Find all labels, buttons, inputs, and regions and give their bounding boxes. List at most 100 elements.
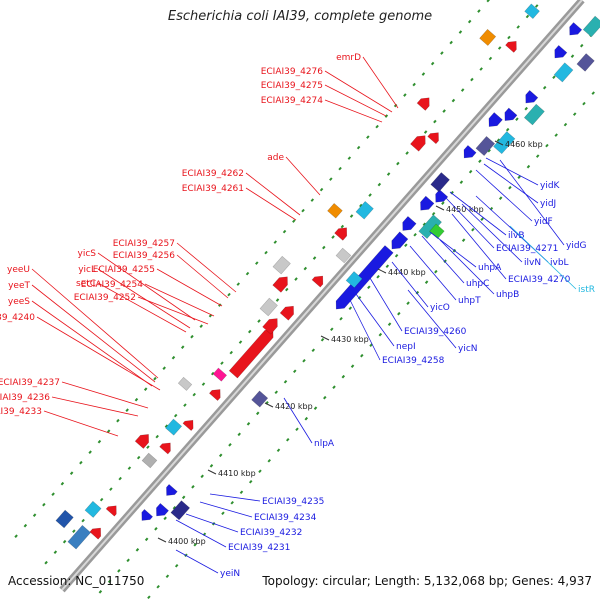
track-dot-forward-outer [116, 418, 120, 423]
gene-box [141, 452, 158, 469]
map-title: Escherichia coli IAI39, complete genome [167, 9, 433, 24]
reverse-gene-label: yidF [534, 217, 553, 227]
track-dot-forward-inner [118, 476, 122, 481]
track-dot-reverse-inner [154, 527, 158, 531]
reverse-gene-label: ECIAI39_4235 [262, 497, 324, 507]
track-dot-forward-outer [412, 82, 416, 87]
reverse-label-leader [449, 191, 507, 236]
forward-label-leader [285, 156, 321, 196]
gene-arrow [504, 107, 518, 121]
track-dot-forward-inner [285, 287, 289, 292]
gene-box [430, 172, 450, 193]
forward-gene-label: ECIAI39_4236 [0, 393, 50, 403]
track-dot-forward-inner [534, 4, 539, 8]
reverse-gene-label: ECIAI39_4234 [254, 513, 317, 523]
track-dot-forward-inner [81, 518, 85, 523]
track-dot-forward-outer [134, 397, 139, 402]
gene-arrow [334, 227, 348, 241]
track-dot-forward-outer [32, 513, 37, 517]
gene-arrow [569, 22, 583, 36]
track-dot-reverse-inner [218, 453, 223, 458]
scale-tick-label: 4400 kbp [168, 537, 206, 546]
gene-arrow [279, 305, 294, 321]
track-dot-reverse-outer [267, 458, 271, 463]
track-dot-forward-outer [51, 492, 55, 496]
track-dot-forward-outer [338, 166, 342, 171]
gene-box [67, 524, 91, 550]
gene-box [524, 3, 540, 19]
track-dot-forward-inner [497, 46, 502, 50]
reverse-label-leader [445, 197, 495, 249]
track-dot-reverse-inner [422, 222, 427, 227]
gene-box [327, 202, 343, 219]
track-dot-reverse-outer [508, 185, 512, 190]
reverse-gene-label: ECIAI39_4270 [508, 275, 571, 285]
gene-arrow [488, 112, 503, 127]
track-dot-forward-inner [275, 298, 280, 302]
reverse-label-leader [475, 169, 533, 222]
forward-gene-label: ECIAI39_4255 [93, 265, 155, 275]
track-dot-forward-outer [143, 387, 148, 391]
track-dot-forward-outer [421, 72, 426, 76]
gene-arrow [166, 484, 178, 496]
track-dot-reverse-inner [570, 54, 575, 58]
reverse-label-leader [451, 213, 507, 280]
gene-arrow [156, 503, 169, 517]
reverse-label-leader [175, 549, 219, 574]
track-dot-reverse-inner [181, 495, 186, 500]
scale-tick-mark [377, 268, 387, 274]
track-dot-forward-inner [340, 224, 345, 229]
track-dot-reverse-outer [591, 91, 595, 95]
track-dot-forward-inner [62, 539, 67, 544]
track-dot-forward-outer [319, 187, 324, 192]
track-dot-reverse-outer [174, 563, 179, 568]
gene-arrow [209, 389, 221, 401]
track-dot-forward-outer [430, 61, 435, 66]
track-dot-forward-outer [458, 30, 463, 34]
track-dot-forward-outer [292, 219, 296, 223]
gene-arrow [134, 434, 149, 449]
reverse-label-leader [283, 397, 313, 444]
forward-gene-label: yeeU [7, 265, 30, 275]
forward-gene-label: yicS [78, 249, 97, 259]
track-dot-reverse-inner [552, 75, 556, 79]
track-dot-forward-inner [146, 445, 150, 449]
forward-gene-label: emrD [336, 53, 361, 63]
track-dot-forward-outer [301, 208, 305, 213]
reverse-label-leader [209, 493, 261, 502]
track-dot-forward-inner [44, 560, 48, 565]
forward-label-leader [156, 268, 223, 307]
reverse-gene-label: yidK [540, 181, 561, 191]
track-dot-reverse-inner [255, 411, 260, 416]
track-dot-reverse-outer [276, 448, 281, 453]
track-dot-reverse-outer [360, 353, 364, 358]
track-dot-reverse-inner [191, 485, 195, 489]
reverse-gene-label: ilvB [508, 231, 525, 241]
reverse-gene-label: ECIAI39_4232 [240, 528, 302, 538]
track-dot-reverse-outer [526, 164, 531, 169]
track-dot-reverse-inner [274, 390, 278, 395]
track-dot-forward-inner [396, 161, 400, 166]
reverse-gene-label: yicO [430, 303, 450, 313]
track-dot-forward-outer [366, 135, 370, 139]
track-dot-reverse-outer [434, 269, 438, 274]
track-dot-reverse-outer [517, 175, 521, 179]
forward-label-leader [176, 242, 237, 293]
track-dot-forward-inner [99, 497, 104, 502]
track-dot-reverse-inner [579, 43, 584, 48]
gene-arrow [228, 329, 274, 379]
reverse-label-leader [391, 261, 429, 308]
track-dot-reverse-inner [228, 443, 232, 447]
track-dot-forward-outer [245, 271, 250, 276]
forward-label-leader [97, 282, 187, 333]
track-dot-reverse-inner [172, 506, 177, 510]
track-dot-forward-inner [331, 235, 335, 239]
track-dot-forward-inner [183, 403, 187, 407]
forward-gene-label: ECIAI39_4257 [113, 239, 175, 249]
gene-arrow [525, 90, 539, 104]
track-dot-forward-outer [486, 0, 490, 3]
reverse-gene-label: yidJ [540, 199, 556, 209]
reverse-gene-label: ECIAI39_4231 [228, 543, 290, 553]
